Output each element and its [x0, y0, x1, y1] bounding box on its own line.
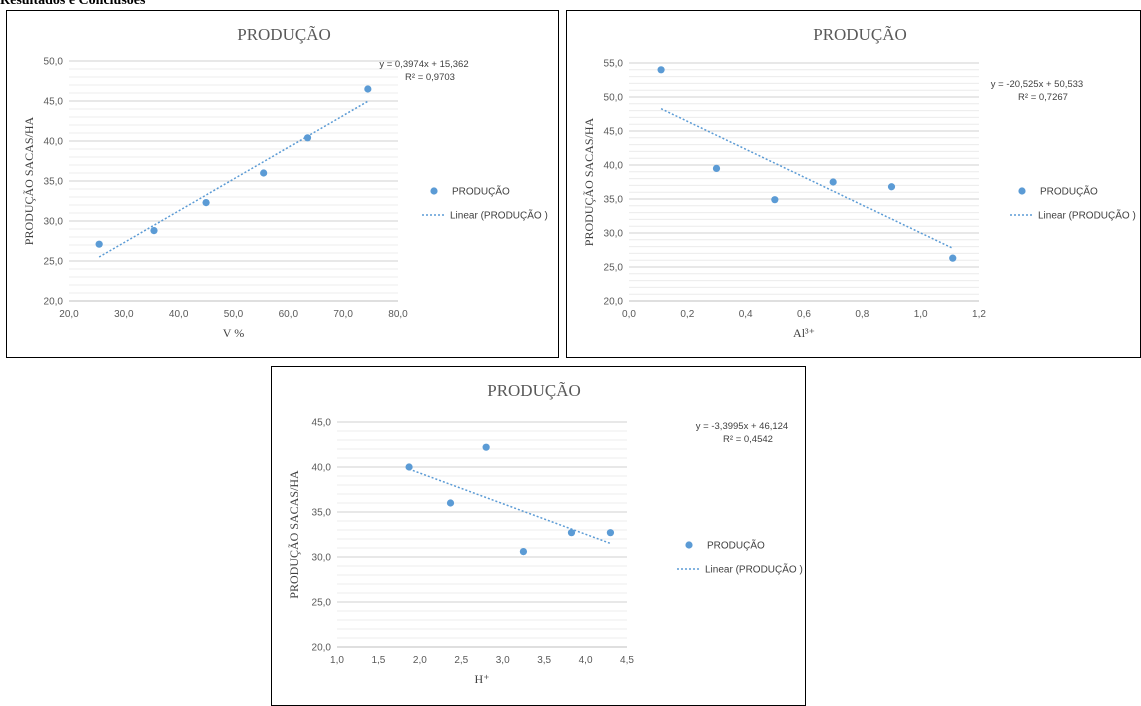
data-point: [446, 499, 455, 507]
scatter-chart-aluminium: 20,0 25,0 30,0 35,0 40,0 45,0 50,0 55,0 0,0 0,2 0,…: [582, 25, 1136, 340]
chart-title: PRODUÇÃO: [813, 25, 907, 44]
y-tick-label: 35,0: [312, 508, 332, 519]
trendline-equation: y = 0,3974x + 15,362: [379, 59, 468, 70]
x-tick-label: 50,0: [224, 309, 244, 320]
data-point: [606, 529, 615, 537]
x-tick-label: 1,0: [914, 309, 928, 320]
x-tick-label: 0,8: [855, 309, 869, 320]
data-point: [303, 134, 312, 142]
legend-label-series: PRODUÇÃO: [452, 185, 510, 198]
x-axis-label: V %: [223, 326, 244, 340]
data-point: [150, 227, 158, 235]
legend-label-series: PRODUÇÃO: [707, 539, 765, 552]
chart-panel-hydrogen: 20,0 25,0 30,0 35,0 40,0 45,0 1,0 1,5 2,0 2,5 3,0 3…: [271, 366, 806, 706]
x-tick-label: 2,0: [413, 655, 427, 666]
r-squared: R² = 0,7267: [1018, 92, 1068, 103]
trendline: [660, 108, 954, 249]
y-tick-label: 25,0: [44, 257, 64, 268]
x-tick-label: 4,5: [620, 655, 634, 666]
y-tick-label: 50,0: [604, 93, 624, 104]
legend-label-trendline: Linear (PRODUÇÃO ): [1038, 209, 1136, 222]
x-tick-label: 40,0: [169, 309, 189, 320]
x-tick-label: 0,2: [680, 309, 694, 320]
x-tick-label: 2,5: [454, 655, 468, 666]
data-point: [567, 529, 576, 537]
y-tick-label: 45,0: [604, 127, 624, 138]
trendline-equation: y = -3,3995x + 46,124: [696, 421, 788, 432]
scatter-chart-v-percent: 20,0 25,0 30,0 35,0 40,0 45,0 50,0 20,0 30,0 40,0…: [22, 25, 548, 340]
x-tick-label: 3,0: [496, 655, 510, 666]
x-tick-label: 20,0: [59, 309, 79, 320]
y-tick-label: 20,0: [312, 643, 332, 654]
legend-label-trendline: Linear (PRODUÇÃO ): [450, 209, 548, 222]
x-tick-label: 60,0: [279, 309, 299, 320]
data-point: [712, 164, 721, 172]
x-axis-label: H⁺: [475, 672, 490, 686]
data-point: [95, 240, 103, 248]
y-tick-label: 25,0: [604, 263, 624, 274]
y-tick-label: 20,0: [44, 297, 64, 308]
x-tick-label: 1,5: [371, 655, 385, 666]
y-tick-label: 30,0: [44, 217, 64, 228]
x-tick-label: 1,0: [330, 655, 344, 666]
y-tick-label: 45,0: [312, 418, 332, 429]
legend-marker: [1018, 187, 1026, 195]
y-tick-label: 40,0: [312, 463, 332, 474]
trendline: [408, 468, 611, 545]
trendline-equation: y = -20,525x + 50,533: [991, 79, 1083, 90]
x-tick-label: 4,0: [579, 655, 593, 666]
x-tick-label: 0,0: [622, 309, 636, 320]
legend-marker: [685, 541, 693, 549]
x-tick-label: 30,0: [114, 309, 134, 320]
x-tick-label: 70,0: [333, 309, 353, 320]
legend-marker: [430, 187, 438, 195]
scatter-chart-hydrogen: 20,0 25,0 30,0 35,0 40,0 45,0 1,0 1,5 2,0 2,5 3,0 3…: [287, 381, 803, 686]
x-tick-label: 1,2: [972, 309, 986, 320]
y-tick-label: 20,0: [604, 297, 624, 308]
chart-panel-v-percent: 20,0 25,0 30,0 35,0 40,0 45,0 50,0 20,0 30,0 40,0…: [6, 10, 559, 358]
y-tick-label: 30,0: [604, 229, 624, 240]
data-point: [260, 169, 268, 177]
chart-panel-aluminium: 20,0 25,0 30,0 35,0 40,0 45,0 50,0 55,0 0,0 0,2 0,…: [566, 10, 1141, 358]
data-point: [829, 178, 837, 186]
y-axis-label: PRODUÇÃO SACAS/HA: [22, 116, 36, 245]
x-tick-label: 0,4: [739, 309, 753, 320]
y-tick-label: 30,0: [312, 553, 332, 564]
y-axis-label: PRODUÇÃO SACAS/HA: [582, 117, 596, 246]
r-squared: R² = 0,4542: [723, 434, 773, 445]
y-tick-label: 25,0: [312, 598, 332, 609]
y-tick-label: 45,0: [44, 97, 64, 108]
chart-title: PRODUÇÃO: [237, 25, 331, 44]
data-point: [657, 66, 665, 74]
r-squared: R² = 0,9703: [405, 72, 455, 83]
data-point: [887, 183, 896, 191]
x-axis-label: Al³⁺: [793, 326, 815, 340]
y-tick-label: 50,0: [44, 57, 64, 68]
y-tick-label: 40,0: [604, 161, 624, 172]
section-heading: Resultados e Conclusões: [0, 0, 146, 8]
y-tick-label: 35,0: [604, 195, 624, 206]
data-point: [949, 254, 957, 262]
x-tick-label: 80,0: [388, 309, 408, 320]
legend-label-trendline: Linear (PRODUÇÃO ): [705, 563, 803, 576]
legend-label-series: PRODUÇÃO: [1040, 185, 1098, 198]
y-tick-label: 35,0: [44, 177, 64, 188]
y-tick-label: 40,0: [44, 137, 64, 148]
y-tick-label: 55,0: [604, 59, 624, 70]
x-tick-label: 3,5: [537, 655, 551, 666]
data-point: [202, 199, 210, 207]
x-tick-label: 0,6: [797, 309, 811, 320]
data-point: [405, 463, 413, 471]
data-point: [364, 85, 372, 93]
chart-title: PRODUÇÃO: [487, 381, 581, 400]
data-point: [771, 196, 779, 204]
data-point: [519, 548, 528, 556]
data-point: [482, 443, 490, 451]
y-axis-label: PRODUÇÃO SACAS/HA: [287, 470, 301, 599]
